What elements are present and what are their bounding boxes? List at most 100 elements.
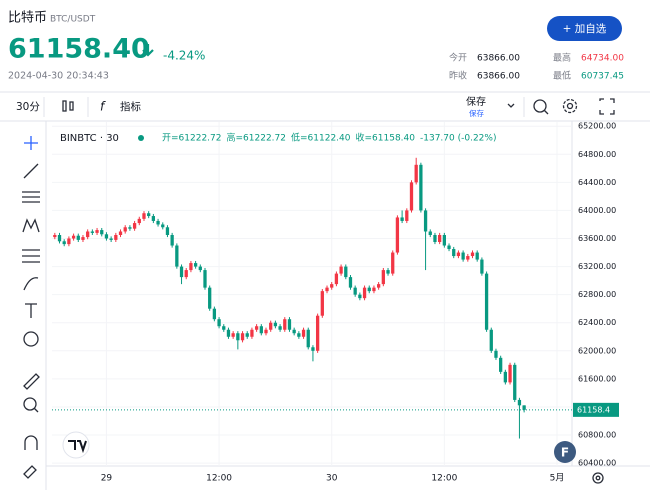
candle-body: [57, 234, 62, 242]
candle-body: [76, 235, 80, 240]
lock-tool[interactable]: [23, 465, 37, 479]
candle-body: [231, 333, 235, 337]
last-price-label: 61158.4: [577, 405, 610, 414]
pattern-tool[interactable]: [22, 218, 40, 233]
stat-value: 63866.00: [477, 72, 520, 82]
candle-body: [311, 347, 315, 351]
stat-value: 60737.45: [581, 72, 624, 82]
y-tick-label: 62800.00: [578, 290, 616, 299]
candle-body: [189, 263, 193, 271]
icon: [566, 102, 574, 110]
icon: [69, 101, 74, 111]
icon: [543, 109, 549, 115]
candle-body: [86, 231, 90, 238]
x-tick-label: 29: [101, 474, 113, 484]
crosshair-tool[interactable]: [24, 136, 38, 150]
candle-body: [452, 249, 456, 257]
candle-body: [494, 350, 498, 358]
candle-body: [90, 231, 95, 233]
candle-body: [513, 364, 517, 400]
y-tick-label: 65200.00: [578, 122, 616, 131]
legend-value: -137.70 (-0.22%): [420, 134, 496, 144]
text-tool[interactable]: [25, 303, 37, 318]
dropdown[interactable]: [507, 103, 515, 108]
chart-type-button[interactable]: [62, 100, 74, 112]
candle-body: [142, 213, 146, 219]
icon: [33, 407, 39, 413]
candle-body: [179, 266, 184, 278]
legend-value: 收=61158.40: [356, 132, 416, 144]
candle-body: [400, 217, 404, 221]
emoji-tool[interactable]: [23, 331, 39, 347]
candle-body: [95, 230, 99, 233]
candle-body: [62, 241, 66, 245]
candle-body: [208, 287, 212, 309]
stat-value: 64734.00: [581, 54, 624, 64]
candle-body: [409, 182, 414, 211]
save-button[interactable]: 保存: [466, 95, 486, 108]
candle-body: [104, 234, 109, 239]
candle-body: [114, 234, 118, 240]
candle-body: [53, 234, 57, 238]
y-tick-label: 60400.00: [578, 459, 616, 468]
interval-button[interactable]: 30分: [16, 101, 40, 113]
add-watchlist-button[interactable]: + 加自选: [547, 16, 622, 41]
candle-body: [278, 326, 282, 330]
save-hint: 保存: [469, 108, 484, 118]
candle-body: [395, 217, 400, 253]
candle-body: [447, 245, 451, 250]
measure-tool[interactable]: [23, 373, 40, 390]
settings-button[interactable]: [562, 98, 578, 114]
zoom-tool[interactable]: [23, 397, 39, 413]
candle-body: [137, 218, 141, 224]
candle-body: [198, 266, 202, 271]
x-tick-label: 5月: [550, 473, 565, 484]
candle-body: [123, 227, 127, 232]
button-bg: [547, 16, 622, 41]
candle-body: [489, 329, 493, 351]
magnet-tool[interactable]: [24, 435, 38, 450]
candle-body: [353, 287, 357, 295]
candle-body: [414, 164, 418, 183]
tradingview-logo: [62, 431, 90, 459]
candle-body: [362, 287, 367, 299]
candle-body: [259, 326, 263, 334]
candle-body: [386, 270, 390, 274]
y-tick-label: 62000.00: [578, 346, 616, 355]
fullscreen-button[interactable]: [599, 98, 615, 115]
icon: [562, 98, 578, 114]
fib-tool[interactable]: [22, 191, 40, 203]
candle-body: [184, 270, 188, 278]
news-badge[interactable]: F: [554, 441, 576, 463]
trendline-tool[interactable]: [23, 163, 39, 179]
brush-tool[interactable]: [23, 277, 39, 291]
candle-body: [405, 210, 409, 221]
candle-body: [428, 231, 432, 235]
last-price-tag: [573, 402, 619, 417]
indicators-button[interactable]: 指标: [120, 100, 141, 113]
legend-value: 高=61222.72: [227, 132, 287, 144]
prediction-tool[interactable]: [22, 249, 40, 263]
logo-mark: [68, 440, 87, 454]
candle-body: [254, 326, 259, 330]
candle-body: [334, 273, 339, 285]
legend-value: 低=61122.40: [291, 132, 351, 144]
candle-body: [109, 238, 113, 240]
candle-body: [499, 357, 503, 372]
stat-value: 63866.00: [477, 54, 520, 64]
candle-body: [325, 287, 329, 292]
legend-title: BINBTC · 30: [60, 133, 119, 144]
stat-label: 昨收: [449, 70, 467, 82]
candle-body: [442, 234, 446, 246]
candle-body: [456, 252, 461, 257]
candle-body: [330, 284, 334, 288]
ohlc-legend: 开=61222.72 高=61222.72 低=61122.40 收=61158.40…: [162, 132, 496, 144]
candle-body: [419, 164, 423, 211]
alert-button[interactable]: [533, 99, 549, 115]
x-tick-label: 30: [326, 474, 338, 484]
axis-settings[interactable]: [592, 472, 604, 484]
stat-label: 最高: [553, 52, 571, 64]
candle-body: [212, 308, 217, 320]
candle-body: [269, 322, 273, 330]
